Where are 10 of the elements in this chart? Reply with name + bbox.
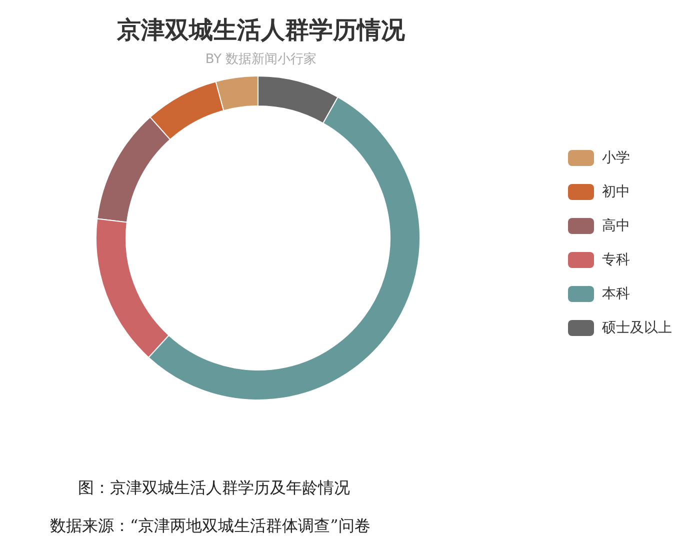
legend-label: 本科 bbox=[602, 285, 630, 303]
chart-title: 京津双城生活人群学历情况 bbox=[116, 15, 406, 46]
text: 图：京津双城生活人群学历及年龄情况 bbox=[78, 478, 350, 499]
source-note: 数据来源：“京津两地双城生活群体调查”问卷 bbox=[50, 516, 370, 537]
legend-label: 小学 bbox=[602, 149, 630, 167]
legend-label: 高中 bbox=[602, 217, 630, 235]
chart-subtitle: BY 数据新闻小行家 bbox=[204, 51, 318, 68]
legend-label: 初中 bbox=[602, 183, 630, 201]
legend-label: 专科 bbox=[602, 251, 630, 269]
legend-label: 硕士及以上 bbox=[602, 319, 672, 337]
